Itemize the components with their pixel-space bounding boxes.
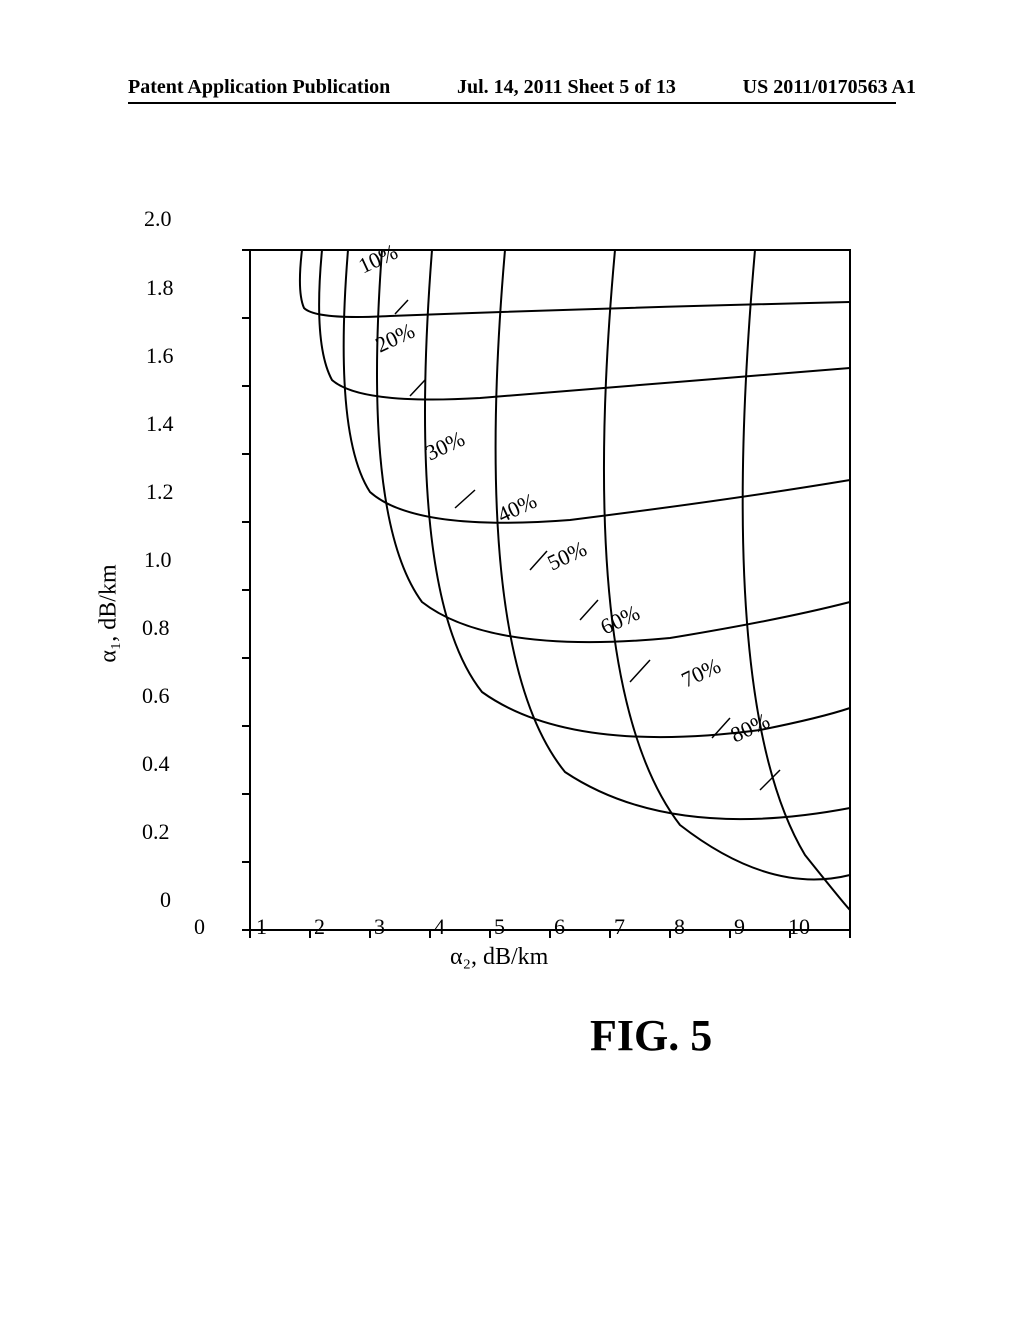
header-right: US 2011/0170563 A1 bbox=[743, 76, 916, 99]
header-rule bbox=[128, 102, 896, 104]
x-tick-4: 4 bbox=[434, 914, 445, 940]
contour-chart: 0 0.2 0.4 0.6 0.8 1.0 1.2 1.4 1.6 1.8 2.… bbox=[200, 220, 820, 920]
y-tick-1: 0.2 bbox=[142, 819, 170, 845]
contour-50 bbox=[425, 250, 850, 737]
x-tick-8: 8 bbox=[674, 914, 685, 940]
x-tick-1: 1 bbox=[256, 914, 267, 940]
header-center: Jul. 14, 2011 Sheet 5 of 13 bbox=[457, 76, 676, 99]
x-tick-9: 9 bbox=[734, 914, 745, 940]
y-tick-2: 0.4 bbox=[142, 751, 170, 777]
y-tick-8: 1.6 bbox=[146, 343, 174, 369]
x-tick-6: 6 bbox=[554, 914, 565, 940]
plot-border bbox=[250, 250, 850, 930]
y-ticks bbox=[242, 250, 250, 930]
y-tick-5: 1.0 bbox=[144, 547, 172, 573]
page-header: Patent Application Publication Jul. 14, … bbox=[0, 76, 1024, 99]
contour-60 bbox=[496, 250, 850, 819]
x-tick-0: 0 bbox=[194, 914, 205, 940]
x-tick-7: 7 bbox=[614, 914, 625, 940]
x-tick-3: 3 bbox=[374, 914, 385, 940]
chart-svg bbox=[200, 220, 900, 1000]
figure-caption: FIG. 5 bbox=[590, 1010, 712, 1061]
y-tick-3: 0.6 bbox=[142, 683, 170, 709]
x-tick-10: 10 bbox=[788, 914, 810, 940]
x-ticks bbox=[250, 930, 850, 938]
y-axis-title: α₁, dB/km bbox=[96, 564, 123, 662]
x-tick-2: 2 bbox=[314, 914, 325, 940]
label-leads bbox=[395, 300, 780, 790]
contour-70 bbox=[604, 250, 850, 879]
y-tick-6: 1.2 bbox=[146, 479, 174, 505]
header-left: Patent Application Publication bbox=[128, 76, 390, 99]
y-tick-4: 0.8 bbox=[142, 615, 170, 641]
y-tick-7: 1.4 bbox=[146, 411, 174, 437]
x-tick-5: 5 bbox=[494, 914, 505, 940]
y-tick-9: 1.8 bbox=[146, 275, 174, 301]
y-tick-0: 0 bbox=[160, 887, 171, 913]
y-tick-10: 2.0 bbox=[144, 206, 172, 232]
x-axis-title: α₂, dB/km bbox=[450, 944, 548, 971]
